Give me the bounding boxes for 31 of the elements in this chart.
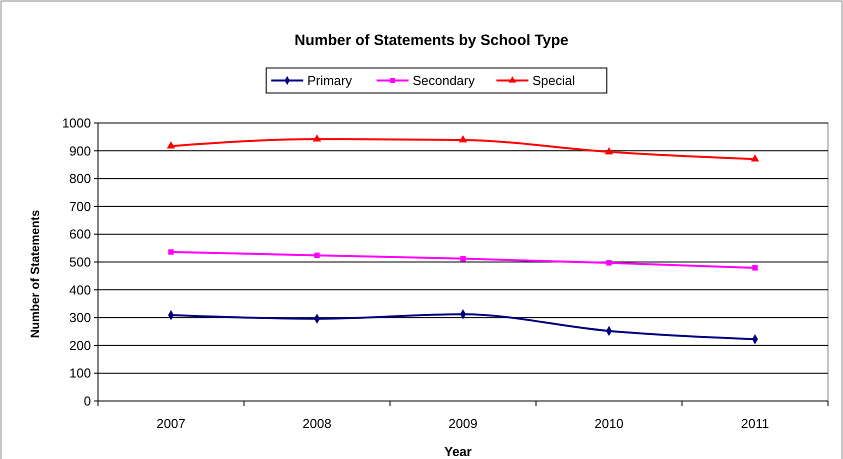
x-tick-label: 2009 <box>448 416 478 431</box>
y-axis-title: Number of Statements <box>28 210 42 338</box>
y-tick-label: 600 <box>69 226 91 242</box>
y-tick-label: 800 <box>69 171 91 186</box>
legend-label: Special <box>532 73 576 88</box>
y-tick-label: 700 <box>69 198 91 214</box>
x-tick-label: 2011 <box>741 416 769 431</box>
point <box>458 135 468 142</box>
y-tick-label: 500 <box>69 254 91 270</box>
chart-title: Number of Statements by School Type <box>294 32 568 49</box>
y-tick-label: 300 <box>69 310 91 326</box>
y-tick-label: 0 <box>84 394 91 408</box>
y-tick-label: 100 <box>69 366 91 381</box>
x-tick-label: 2008 <box>302 416 332 431</box>
y-tick-label: 400 <box>69 282 91 298</box>
point <box>312 134 322 142</box>
point <box>752 265 758 271</box>
point <box>460 256 466 262</box>
legend-label: Secondary <box>412 73 476 88</box>
point <box>606 260 612 266</box>
y-tick-label: 200 <box>69 338 91 353</box>
y-tick-label: 1000 <box>62 116 91 130</box>
point <box>314 252 320 258</box>
x-tick-label: 2010 <box>594 416 624 431</box>
x-axis-title: Year <box>444 444 472 459</box>
x-tick-label: 2007 <box>156 416 186 431</box>
legend-label: Primary <box>307 73 352 88</box>
point <box>166 141 176 148</box>
y-tick-label: 900 <box>69 143 91 158</box>
point <box>604 147 614 154</box>
point <box>750 154 760 162</box>
